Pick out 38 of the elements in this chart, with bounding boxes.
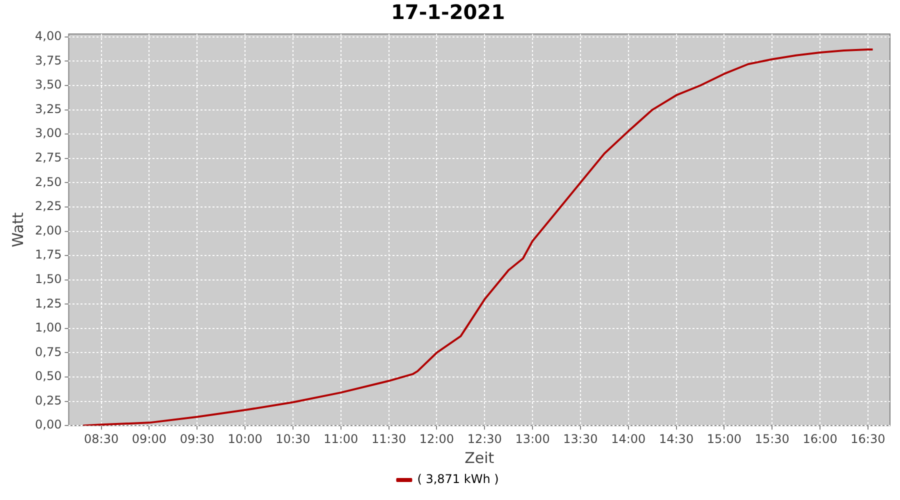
x-tick-label: 10:30 xyxy=(276,432,310,446)
y-tick-label: 2,00 xyxy=(35,223,62,238)
x-tick-label: 15:00 xyxy=(706,432,742,446)
x-tick-label: 09:30 xyxy=(180,432,214,446)
x-tick-label: 11:00 xyxy=(324,432,358,446)
y-tick-label: 0,00 xyxy=(35,418,62,432)
x-tick-label: 12:30 xyxy=(467,432,502,446)
legend-label: ( 3,871 kWh ) xyxy=(417,472,499,486)
y-tick-label: 1,75 xyxy=(35,248,62,262)
x-tick-label: 10:00 xyxy=(228,432,262,446)
x-tick-label: 15:30 xyxy=(754,432,790,446)
y-tick-label: 4,00 xyxy=(35,29,62,44)
y-tick-label: 0,25 xyxy=(35,393,62,408)
x-tick-label: 08:30 xyxy=(84,432,119,446)
y-tick-label: 2,25 xyxy=(35,199,62,214)
y-tick-label: 3,25 xyxy=(35,102,62,116)
y-tick-label: 1,00 xyxy=(35,320,62,335)
y-tick-label: 1,25 xyxy=(35,296,62,310)
x-tick-label: 12:00 xyxy=(419,432,454,446)
y-tick-label: 0,50 xyxy=(35,369,62,384)
x-tick-label: 14:30 xyxy=(658,432,694,446)
y-tick-label: 1,50 xyxy=(35,272,62,286)
y-axis-title: Watt xyxy=(8,212,27,248)
y-tick-label: 3,50 xyxy=(35,78,62,92)
x-axis-title: Zeit xyxy=(464,448,494,467)
x-tick-label: 14:00 xyxy=(611,432,646,446)
y-tick-label: 2,50 xyxy=(35,174,62,189)
x-tick-label: 16:00 xyxy=(802,432,838,446)
y-tick-label: 0,75 xyxy=(35,344,62,359)
chart-title: 17-1-2021 xyxy=(390,0,506,24)
y-tick-label: 3,75 xyxy=(35,53,62,68)
y-tick-label: 2,75 xyxy=(35,150,62,165)
x-tick-label: 11:30 xyxy=(372,432,406,446)
x-tick-label: 13:30 xyxy=(563,432,598,446)
x-tick-label: 16:30 xyxy=(850,432,886,446)
x-tick-label: 09:00 xyxy=(132,432,167,446)
x-tick-label: 13:00 xyxy=(515,432,550,446)
y-tick-label: 3,00 xyxy=(35,126,62,140)
